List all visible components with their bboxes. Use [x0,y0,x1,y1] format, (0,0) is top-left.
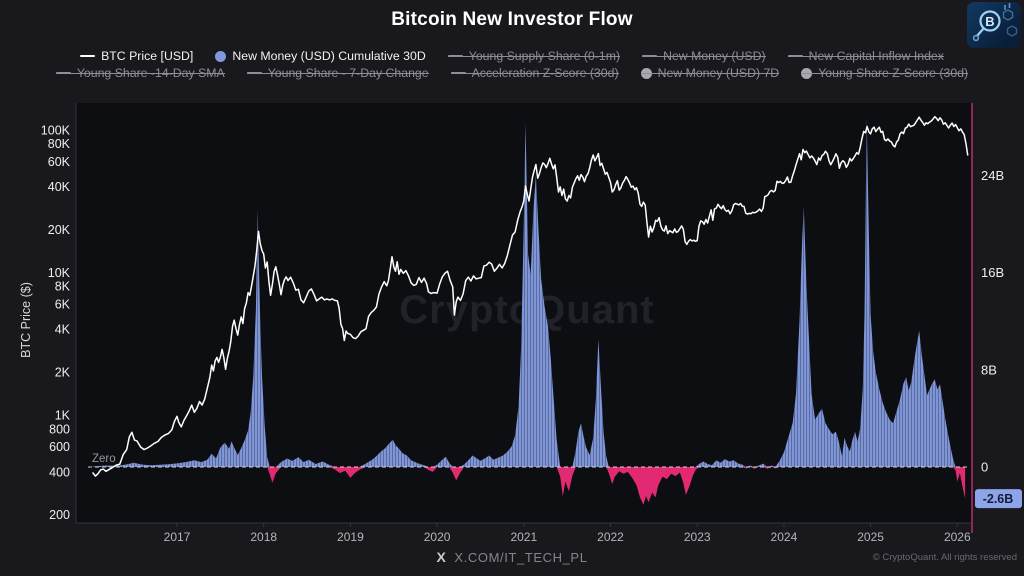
year-axis-tick: 2026 [944,530,971,544]
year-axis-tick: 2024 [771,530,798,544]
legend-row-1: BTC Price [USD] New Money (USD) Cumulativ… [0,49,1024,63]
year-axis-tick: 2023 [684,530,711,544]
year-axis-tick: 2018 [250,530,277,544]
legend-item-btc-price-usd[interactable]: BTC Price [USD] [80,49,193,63]
price-axis-tick: 60K [48,155,71,169]
price-axis-tick: 10K [48,266,71,280]
legend-row-2: Young Share -14-Day SMA Young Share - 7-D… [0,66,1024,80]
zero-line-label: Zero [92,453,116,465]
flow-axis-tick: 8B [981,362,997,377]
price-axis-tick: 6K [55,298,71,312]
year-axis-tick: 2025 [857,530,884,544]
footer-copyright: © CryptoQuant. All rights reserved [872,552,1017,563]
legend-line-icon [80,55,96,57]
legend-item-new-money-usd-7d[interactable]: New Money (USD) 7D [640,66,779,80]
legend-item-label: BTC Price [USD] [101,49,194,63]
cryptoquant-logo: B [967,2,1021,48]
current-value-badge-label: -2.6B [983,492,1014,506]
legend-item-new-money-usd[interactable]: New Money (USD) [642,49,766,63]
x-logo-icon: X [436,549,447,565]
flow-axis-tick: 24B [981,168,1004,183]
price-axis-tick: 8K [55,280,71,294]
current-value-badge [975,489,1022,509]
flow-axis-tick: 16B [981,265,1004,280]
legend-item-young-share-14-day-sma[interactable]: Young Share -14-Day SMA [55,66,225,80]
price-axis-tick: 4K [55,323,71,337]
price-axis-title: BTC Price ($) [19,282,33,358]
price-axis-tick: 400 [49,465,70,479]
year-axis-tick: 2021 [510,530,537,544]
legend-item-young-share-z-score-30d[interactable]: Young Share Z-Score (30d) [801,66,968,80]
price-axis-tick: 200 [49,508,70,522]
legend-item-young-share-7-day-change[interactable]: Young Share - 7-Day Change [246,66,429,80]
legend-item-new-money-usd-cumulative-30d[interactable]: New Money (USD) Cumulative 30D [215,49,426,63]
price-axis-tick: 20K [48,223,71,237]
price-axis-tick: 2K [55,366,71,380]
svg-text:B: B [985,14,994,29]
year-axis-tick: 2019 [337,530,364,544]
magnifier-bitcoin-icon: B [972,3,1018,42]
page-title: Bitcoin New Investor Flow [391,9,633,30]
price-axis-tick: 600 [49,440,70,454]
flow-axis-tick: 0 [981,460,988,475]
legend-item-young-supply-share-0-1m[interactable]: Young Supply Share (0-1m) [447,49,621,63]
price-axis-tick: 40K [48,180,71,194]
year-axis-tick: 2022 [597,530,624,544]
footer-handle: X.COM/IT_TECH_PL [454,549,588,565]
footer-attribution: X X.COM/IT_TECH_PL [0,549,1024,565]
price-axis-tick: 100K [41,123,71,137]
price-axis-tick: 1K [55,409,71,423]
btc-price-line [92,115,969,477]
legend-item-acceleration-z-score-30d[interactable]: Acceleration Z-Score (30d) [450,66,619,80]
price-axis-tick: 80K [48,137,71,151]
legend-item-new-capital-inflow-index[interactable]: New Capital Inflow Index [787,49,945,63]
year-axis-tick: 2017 [164,530,191,544]
legend-dot-icon [215,50,227,62]
price-axis-tick: 800 [49,422,70,436]
legend-item-label: New Money (USD) Cumulative 30D [232,49,426,63]
new-money-area-positive-texture [92,117,966,467]
year-axis-tick: 2020 [424,530,451,544]
